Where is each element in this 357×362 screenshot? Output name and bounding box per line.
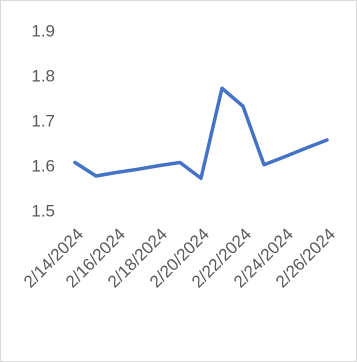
y-tick-label: 1.6 [31, 156, 55, 175]
y-tick-label: 1.9 [31, 21, 55, 40]
y-tick-label: 1.7 [31, 111, 55, 130]
data-line [73, 86, 329, 180]
y-tick-label: 1.5 [31, 201, 55, 220]
y-tick-label: 1.8 [31, 66, 55, 85]
